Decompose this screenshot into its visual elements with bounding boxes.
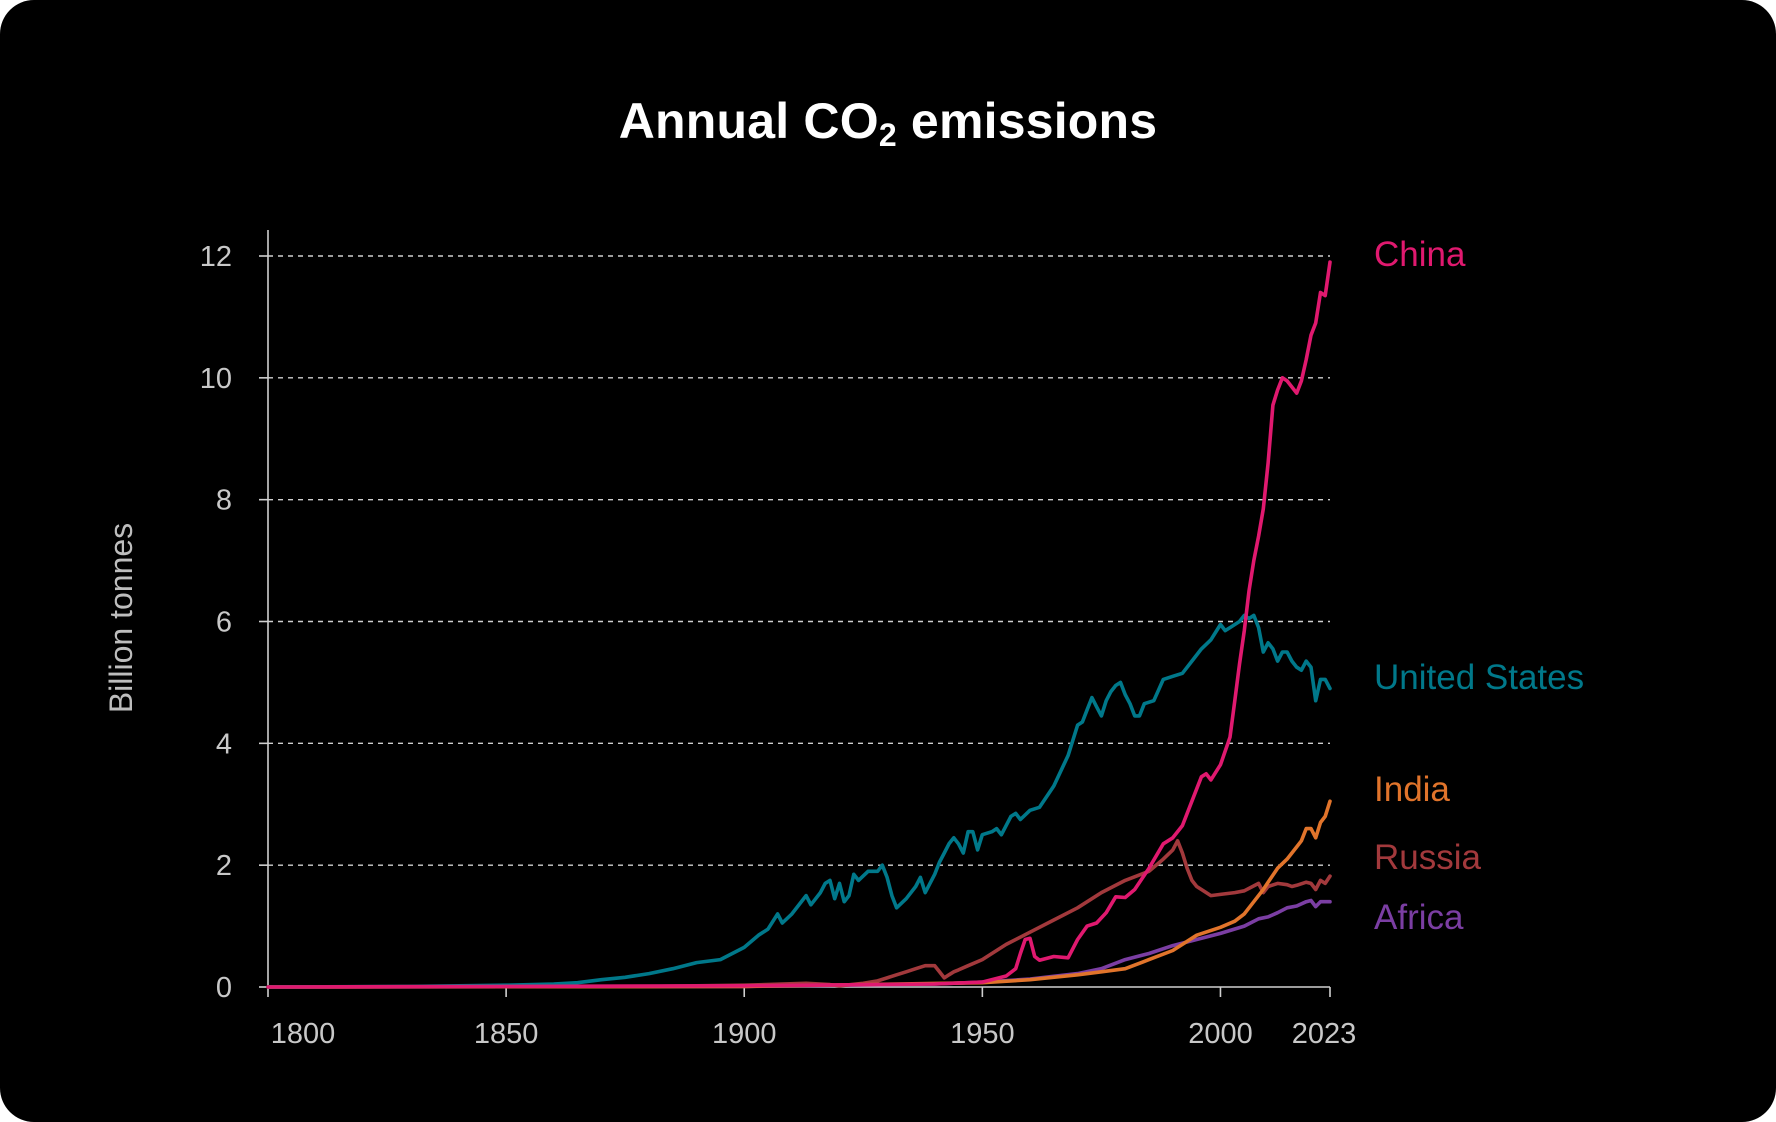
series-label-china: China xyxy=(1374,235,1466,274)
series-line-china xyxy=(266,260,1332,989)
series-label-united-states: United States xyxy=(1374,658,1584,697)
chart-title-subscript: 2 xyxy=(878,117,897,153)
tick-labels: 0 2 4 6 8 10 12 1800 1850 1900 1950 2000 2023 xyxy=(200,241,1357,1050)
y-tick-label: 10 xyxy=(200,363,232,395)
series-labels: China United States India Russia Africa xyxy=(1374,235,1584,937)
axes xyxy=(259,230,1331,997)
chart-title-suffix: emissions xyxy=(896,93,1158,149)
series-line-united-states xyxy=(266,613,1332,989)
x-tick-label: 2000 xyxy=(1188,1018,1253,1050)
grid-lines xyxy=(268,255,1330,866)
chart-title: Annual CO2 emissions xyxy=(0,92,1776,153)
series-lines xyxy=(266,260,1332,989)
x-tick-label: 1950 xyxy=(950,1018,1015,1050)
x-tick-label: 1850 xyxy=(474,1018,539,1050)
series-line-india xyxy=(266,799,1332,989)
x-tick-label: 1800 xyxy=(271,1018,336,1050)
series-line-russia xyxy=(266,839,1332,989)
y-tick-label: 0 xyxy=(216,972,232,1004)
y-tick-label: 6 xyxy=(216,607,232,639)
y-axis-title: Billion tonnes xyxy=(103,523,139,713)
x-tick-label: 2023 xyxy=(1292,1018,1357,1050)
y-tick-label: 2 xyxy=(216,850,232,882)
series-line-africa xyxy=(266,898,1332,989)
y-tick-label: 12 xyxy=(200,241,232,273)
y-tick-label: 4 xyxy=(216,728,232,760)
chart-title-main: Annual CO xyxy=(618,93,879,149)
y-tick-label: 8 xyxy=(216,485,232,517)
x-tick-label: 1900 xyxy=(712,1018,777,1050)
series-label-russia: Russia xyxy=(1374,838,1482,877)
series-label-africa: Africa xyxy=(1374,898,1464,937)
series-label-india: India xyxy=(1374,770,1450,809)
